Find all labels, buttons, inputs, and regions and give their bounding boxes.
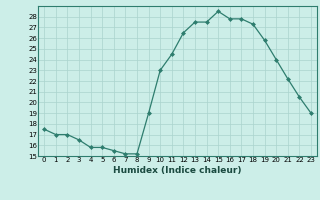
X-axis label: Humidex (Indice chaleur): Humidex (Indice chaleur) [113,166,242,175]
